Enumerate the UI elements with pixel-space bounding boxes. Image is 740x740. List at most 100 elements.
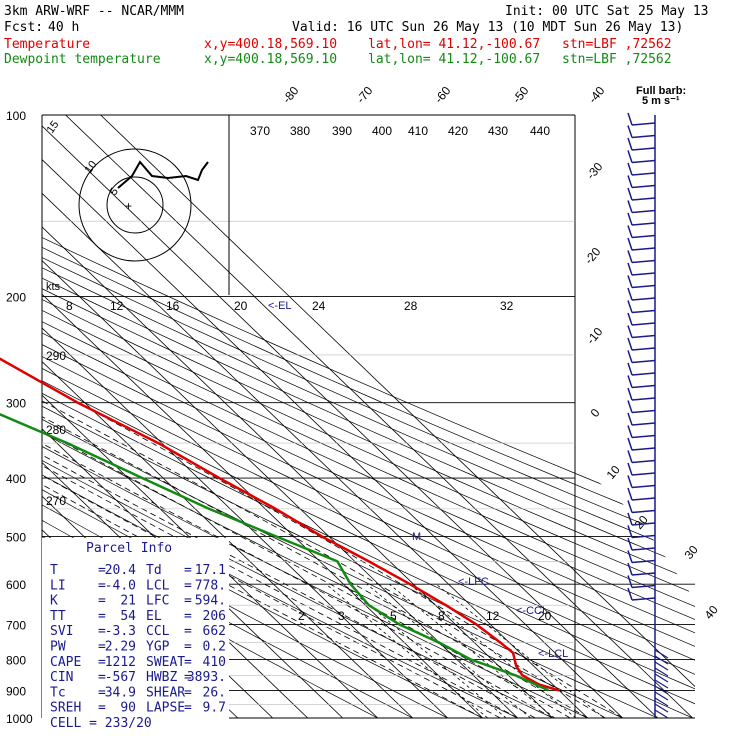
wind-barb-flag — [627, 350, 633, 363]
parcel-eq: = — [98, 594, 106, 609]
parcel-info-bg — [42, 538, 229, 728]
hodograph-ring-label-15: 15 — [45, 119, 62, 136]
legend-temp-stn: stn=LBF ,72562 — [562, 37, 672, 52]
theta-e-label: 390 — [332, 124, 352, 138]
parcel-info: Parcel Info CELL = 233/20 T =20.4 Td = 17.1L… — [42, 538, 229, 731]
parcel-value2: 410 — [203, 655, 226, 670]
wind-barb-flag — [627, 137, 633, 151]
isotherm-line — [42, 115, 658, 718]
hodograph-trace — [117, 160, 209, 189]
fcst-label: Fcst: — [4, 20, 43, 35]
theta-e-label: 430 — [488, 124, 508, 138]
wind-barb — [631, 122, 656, 126]
wind-barbs — [627, 112, 669, 719]
legend-temperature: Temperature — [4, 37, 90, 52]
valid-time: Valid: 16 UTC Sun 26 May 13 (10 MDT Sun … — [292, 20, 683, 35]
wind-barb — [631, 484, 656, 489]
temperature-profile — [0, 357, 560, 692]
parcel-eq: = — [98, 640, 106, 655]
wind-barb — [631, 547, 656, 551]
wind-barb — [631, 597, 656, 601]
pressure-tick-label: 800 — [6, 654, 26, 668]
wind-barb — [631, 234, 656, 239]
wind-barb-flag — [627, 537, 633, 551]
wind-barb-flag — [627, 237, 633, 251]
wind-barb-flag — [627, 325, 633, 338]
parcel-eq: = — [98, 609, 106, 624]
pressure-tick-label: 700 — [6, 619, 26, 633]
isotherm-line — [42, 115, 588, 718]
parcel-value: 54 — [120, 609, 136, 624]
wind-barb-flag — [627, 262, 633, 276]
parcel-eq: = — [98, 624, 106, 639]
hodograph-ring-label-10: 10 — [83, 159, 100, 176]
parcel-eq: = — [98, 655, 106, 670]
isotherm-line — [42, 115, 448, 718]
moist-adiabat — [42, 296, 501, 718]
pressure-tick-label: 200 — [6, 291, 26, 305]
wind-barb — [631, 384, 656, 389]
isotherm-label-top: -80 — [280, 83, 302, 106]
wind-barb-low — [654, 709, 669, 719]
legend-temp-xy: x,y=400.18,569.10 — [204, 37, 337, 52]
pressure-ticks: 100 200 300 400 500 600 700 800 900 1000 — [6, 109, 33, 726]
parcel-key: SREH — [50, 701, 81, 716]
pressure-tick-label: 100 — [6, 109, 26, 123]
parcel-key: SVI — [50, 624, 73, 639]
mixing-ratio-label: 5 — [390, 609, 397, 623]
pressure-tick-label: 300 — [6, 397, 26, 411]
wind-barb — [631, 459, 656, 464]
isotherm-line — [42, 115, 343, 718]
wind-barb — [631, 259, 656, 264]
wind-barb — [631, 572, 656, 576]
wind-barb-flag — [627, 150, 633, 163]
wind-barb — [631, 147, 656, 151]
isotherm-label-right: 40 — [702, 602, 722, 621]
isotherm-line — [42, 115, 413, 718]
barb-legend-line2: 5 m s⁻¹ — [642, 95, 680, 107]
parcel-value: 21 — [120, 594, 136, 609]
wind-barb — [631, 134, 656, 139]
mixing-ratio-label: 2 — [298, 609, 305, 623]
wind-barb — [631, 309, 656, 314]
isotherm-label-right: -30 — [584, 159, 606, 182]
hodograph-ring-inner — [106, 176, 164, 234]
pressure-tick-label: 600 — [6, 578, 26, 592]
legend-dew-latlon: lat,lon= 41.12,-100.67 — [368, 52, 540, 67]
wind-barb-flag — [627, 362, 633, 376]
parcel-key2: SWEAT — [146, 655, 185, 670]
wind-barb — [631, 359, 656, 364]
wind-barb-flag — [627, 312, 633, 326]
hodograph: + kts 5 10 15 — [41, 115, 230, 295]
parcel-eq2: = — [184, 624, 192, 639]
parcel-key: CAPE — [50, 655, 81, 670]
wind-scale-label: 20 — [234, 299, 248, 313]
mixing-ratio-label: 3 — [338, 609, 345, 623]
theta-e-label: 420 — [448, 124, 468, 138]
parcel-eq2: = — [184, 563, 192, 578]
isotherm-label-top: -40 — [586, 83, 608, 106]
model-title: 3km ARW-WRF -- NCAR/MMM — [4, 4, 184, 19]
wind-barb-flag — [627, 287, 633, 301]
theta-e-label: 400 — [372, 124, 392, 138]
hodograph-ring-label-5: 5 — [108, 186, 121, 198]
wind-barb-flag — [627, 225, 633, 238]
wind-barb — [631, 184, 656, 189]
legend-dew-stn: stn=LBF ,72562 — [562, 52, 672, 67]
theta-e-label: 370 — [250, 124, 270, 138]
mixing-ratio-label: 12 — [486, 609, 500, 623]
parcel-key: TT — [50, 609, 66, 624]
parcel-eq2: = — [184, 670, 192, 685]
parcel-key2: LFC — [146, 594, 169, 609]
wind-scale-label: 16 — [166, 299, 180, 313]
parcel-eq2: = — [184, 640, 192, 655]
parcel-value: 20.4 — [105, 563, 136, 578]
wind-barb — [631, 522, 656, 526]
parcel-value: 90 — [120, 701, 136, 716]
isotherm-label-right: 20 — [632, 512, 652, 531]
parcel-value2: 9.7 — [203, 701, 226, 716]
moist-adiabat — [42, 296, 483, 718]
parcel-key2: Td — [146, 563, 162, 578]
parcel-eq2: = — [184, 655, 192, 670]
wind-barb — [631, 347, 656, 351]
